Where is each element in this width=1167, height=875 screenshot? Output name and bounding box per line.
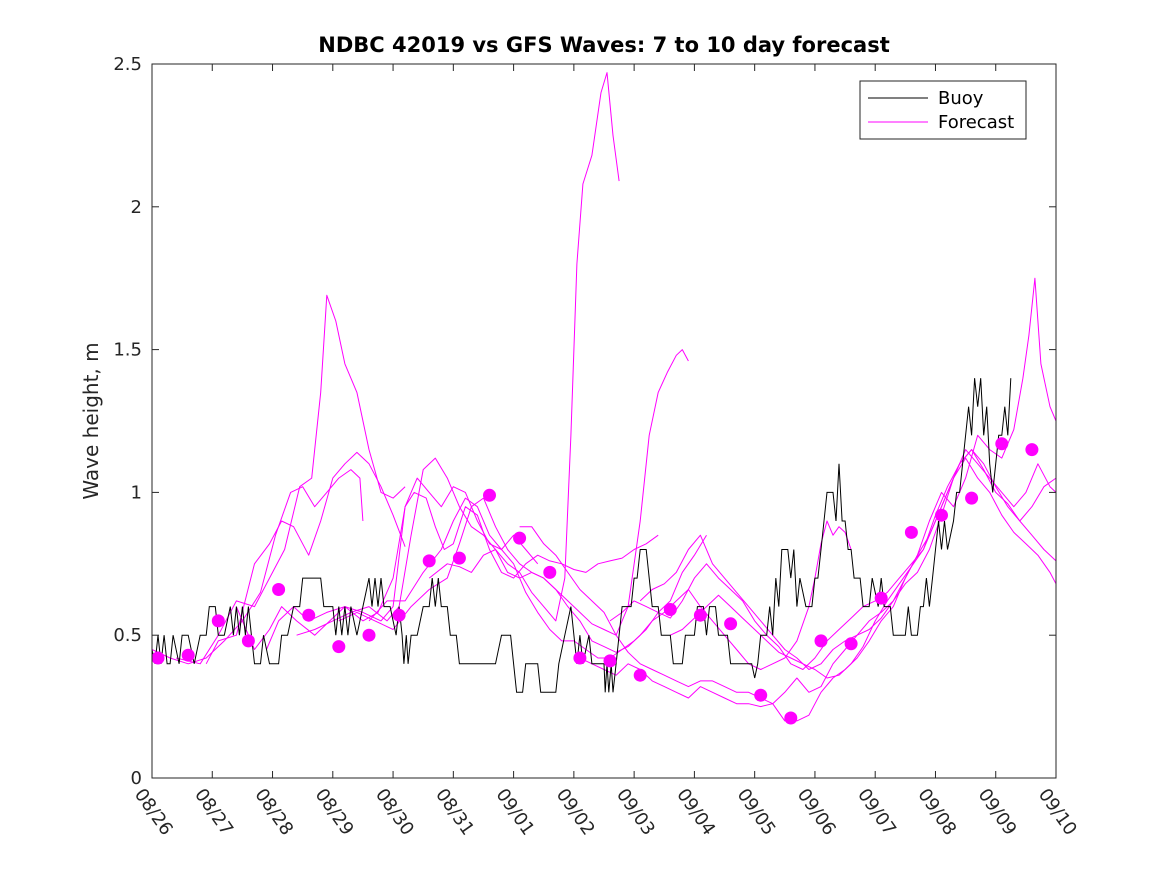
forecast-marker-1 xyxy=(151,651,165,665)
forecast-marker-4 xyxy=(241,634,255,648)
y-tick-label: 1 xyxy=(131,482,142,503)
forecast-line-5 xyxy=(266,491,659,650)
forecast-marker-11 xyxy=(452,551,466,565)
forecast-marker-20 xyxy=(724,617,738,631)
forecast-marker-24 xyxy=(844,637,858,651)
forecast-marker-17 xyxy=(633,668,647,682)
forecast-marker-30 xyxy=(1025,443,1039,457)
chart-title: NDBC 42019 vs GFS Waves: 7 to 10 day for… xyxy=(318,33,889,57)
forecast-marker-12 xyxy=(483,488,496,502)
forecast-line-1 xyxy=(151,469,364,665)
forecast-marker-6 xyxy=(302,608,316,622)
forecast-marker-21 xyxy=(754,688,768,702)
forecast-line-3 xyxy=(205,451,406,665)
y-axis-ticks: 0 0.5 1 1.5 2 2.5 xyxy=(113,54,1056,789)
forecast-marker-18 xyxy=(663,603,677,616)
y-tick-label: 0.5 xyxy=(113,625,142,646)
forecast-marker-25 xyxy=(874,591,888,605)
forecast-marker-27 xyxy=(935,508,948,522)
y-tick-label: 0 xyxy=(131,768,142,789)
forecast-marker-16 xyxy=(603,654,617,668)
forecast-marker-28 xyxy=(965,491,979,505)
forecast-marker-7 xyxy=(332,640,346,654)
forecast-marker-5 xyxy=(272,583,286,596)
forecast-marker-8 xyxy=(362,628,376,642)
axes-frame xyxy=(151,63,1057,779)
forecast-marker-26 xyxy=(904,525,918,539)
legend-buoy-label: Buoy xyxy=(938,88,984,109)
forecast-line-9 xyxy=(428,520,852,670)
forecast-marker-10 xyxy=(422,554,436,568)
forecast-marker-23 xyxy=(814,634,828,648)
forecast-marker-2 xyxy=(181,648,195,662)
y-tick-label: 2 xyxy=(131,197,142,218)
forecast-marker-15 xyxy=(573,651,587,665)
forecast-marker-3 xyxy=(211,614,225,628)
y-tick-label: 2.5 xyxy=(113,54,142,75)
forecast-marker-13 xyxy=(513,531,527,545)
forecast-marker-19 xyxy=(693,608,707,622)
forecast-marker-29 xyxy=(995,437,1009,451)
forecast-line-11 xyxy=(579,449,1057,708)
legend: Buoy Forecast xyxy=(859,80,1027,140)
forecast-marker-22 xyxy=(784,711,798,725)
y-axis-label: Wave height, m xyxy=(79,342,103,499)
forecast-marker-14 xyxy=(543,565,557,579)
buoy-line xyxy=(151,378,1012,693)
forecast-line-12 xyxy=(609,449,1057,670)
plot-markers xyxy=(151,437,1039,725)
plot-lines xyxy=(151,72,1057,722)
forecast-line-10 xyxy=(519,277,1057,722)
y-tick-label: 1.5 xyxy=(113,340,142,361)
forecast-line-8 xyxy=(368,497,707,659)
forecast-marker-9 xyxy=(392,608,406,622)
legend-forecast-label: Forecast xyxy=(938,112,1014,133)
forecast-line-2 xyxy=(175,294,406,665)
legend-box xyxy=(859,80,1027,140)
